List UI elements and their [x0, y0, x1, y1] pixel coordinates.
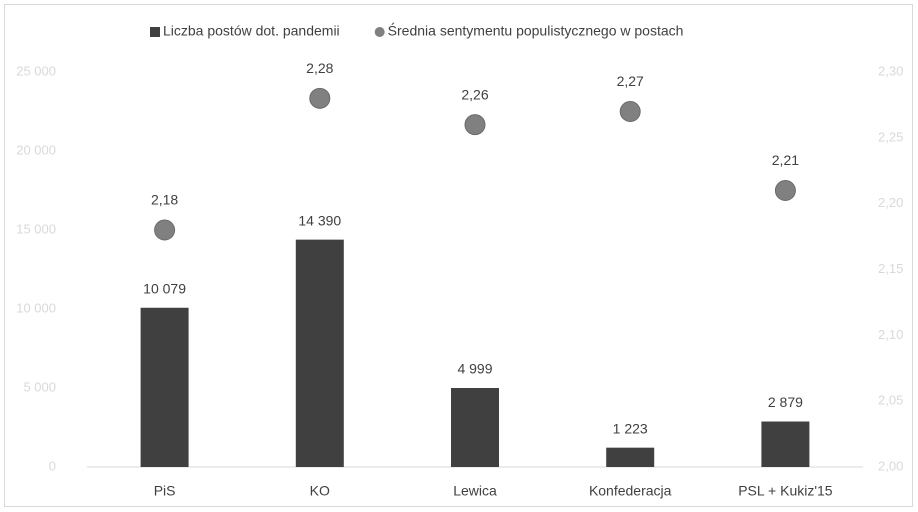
- data-label: 2,26: [461, 86, 488, 102]
- legend-label: Liczba postów dot. pandemii: [163, 23, 340, 39]
- x-tick-label: PSL + Kukiz'15: [738, 483, 833, 499]
- y-tick-label: 0: [49, 458, 56, 473]
- dot: [774, 180, 796, 201]
- data-label: 10 079: [143, 280, 186, 296]
- data-label: 2,18: [151, 192, 178, 208]
- dot: [309, 87, 331, 109]
- data-label: 2,28: [306, 60, 333, 76]
- y2-tick-label: 2,15: [878, 261, 903, 276]
- data-label: 1 223: [613, 420, 648, 436]
- bar: [606, 447, 655, 467]
- x-tick-label: PiS: [154, 483, 176, 499]
- y-tick-label: 10 000: [16, 300, 56, 315]
- legend-swatch: [150, 27, 160, 37]
- x-tick-label: KO: [310, 483, 330, 499]
- y-tick-label: 20 000: [16, 142, 56, 157]
- y2-tick-label: 2,30: [878, 63, 903, 78]
- data-label: 2 879: [768, 394, 803, 410]
- data-label: 4 999: [457, 361, 492, 377]
- dot: [464, 114, 486, 136]
- bar: [295, 239, 344, 467]
- bar: [451, 388, 499, 467]
- y-tick-label: 15 000: [16, 221, 56, 236]
- x-tick-label: Konfederacja: [589, 483, 672, 499]
- legend-swatch: [374, 27, 385, 37]
- dot: [619, 101, 641, 122]
- y2-tick-label: 2,20: [878, 195, 903, 210]
- bar: [140, 307, 189, 467]
- data-label: 2,27: [617, 73, 644, 89]
- data-label: 2,21: [772, 152, 799, 168]
- y2-tick-label: 2,10: [878, 327, 903, 342]
- dot: [154, 219, 176, 241]
- legend-label: Średnia sentymentu populistycznego w pos…: [388, 22, 684, 39]
- y2-tick-label: 2,05: [878, 393, 903, 408]
- y2-tick-label: 2,00: [878, 458, 903, 473]
- data-label: 14 390: [298, 212, 341, 228]
- y-tick-label: 5 000: [23, 379, 56, 394]
- y-tick-label: 25 000: [16, 63, 56, 78]
- x-tick-label: Lewica: [453, 483, 497, 499]
- y2-tick-label: 2,25: [878, 129, 903, 144]
- bar: [761, 421, 810, 467]
